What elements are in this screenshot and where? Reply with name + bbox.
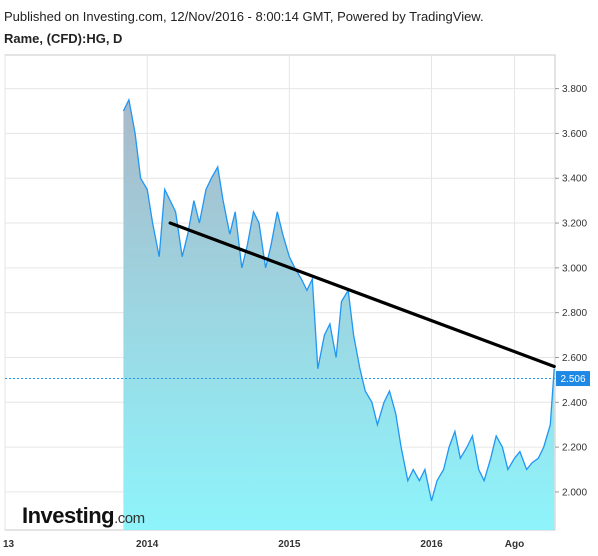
price-line	[122, 97, 555, 502]
y-tick-label: 2.400	[562, 398, 587, 409]
svg-text:Investing.com: Investing.com	[22, 503, 145, 528]
logo-main-text: Investing	[22, 503, 114, 528]
x-tick-label: Ago	[505, 539, 524, 550]
y-tick-label: 2.600	[562, 353, 587, 364]
investing-logo: Investing.com	[22, 503, 145, 528]
y-tick-label: 3.400	[562, 174, 587, 185]
trend-line	[168, 221, 556, 369]
y-axis: 2.000 2.200 2.400 2.600 2.800 3.000 3.200 3.400…	[555, 84, 587, 498]
x-tick-label: 2015	[278, 539, 301, 550]
y-tick-label: 3.600	[562, 129, 587, 140]
x-tick-label: 2014	[136, 539, 159, 550]
chart-symbol-title: Rame, (CFD):HG, D	[4, 31, 123, 46]
y-tick-label: 3.000	[562, 263, 587, 274]
last-price-value: 2.506	[560, 374, 585, 385]
y-tick-label: 3.200	[562, 219, 587, 230]
last-price-badge: 2.506	[556, 371, 590, 387]
x-tick-label: 2016	[420, 539, 443, 550]
y-tick-label: 2.200	[562, 443, 587, 454]
price-area	[123, 99, 555, 531]
y-tick-label: 3.800	[562, 84, 587, 95]
chart-source-caption: Published on Investing.com, 12/Nov/2016 …	[4, 9, 484, 24]
x-tick-label: 13	[3, 539, 15, 550]
logo-suffix-text: .com	[114, 510, 145, 527]
y-tick-label: 2.800	[562, 308, 587, 319]
x-axis: 13 2014 2015 2016 Ago	[3, 539, 524, 550]
y-tick-label: 2.000	[562, 487, 587, 498]
